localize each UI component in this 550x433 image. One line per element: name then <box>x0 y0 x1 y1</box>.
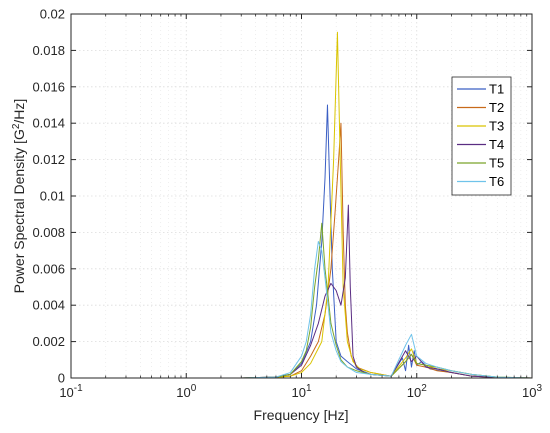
legend-label-t2: T2 <box>489 100 504 115</box>
x-tick-exponent: -1 <box>74 383 83 394</box>
series-line-t5 <box>241 222 533 379</box>
y-tick-label: 0 <box>58 371 65 386</box>
x-tick-exponent: 1 <box>306 383 312 394</box>
y-tick-label: 0.014 <box>32 116 65 131</box>
x-tick-exponent: 0 <box>191 383 197 394</box>
x-tick-label: 101 <box>291 383 311 400</box>
y-tick-labels: 0 0.002 0.004 0.006 0.008 0.01 0.012 0.014 0.016… <box>32 7 65 386</box>
y-tick-label: 0.008 <box>32 225 65 240</box>
y-tick-label: 0.004 <box>32 298 65 313</box>
y-tick-label: 0.018 <box>32 43 65 58</box>
y-axis-label-sup: 2 <box>11 123 22 129</box>
x-tick-label: 103 <box>522 383 542 400</box>
y-tick-label: 0.002 <box>32 334 65 349</box>
x-tick-base: 10 <box>407 385 421 400</box>
legend-label-t4: T4 <box>489 137 504 152</box>
series-line-t2 <box>241 122 533 379</box>
x-tick-label: 10-1 <box>59 383 83 400</box>
legend-label-t3: T3 <box>489 119 504 134</box>
y-axis-label-tail: /Hz] <box>11 99 27 124</box>
tick-marks <box>70 13 533 379</box>
legend-label-t1: T1 <box>489 82 504 97</box>
x-tick-base: 10 <box>291 385 305 400</box>
series-line-t4 <box>241 204 533 379</box>
x-tick-base: 10 <box>59 385 73 400</box>
legend: T1 T2 T3 T4 T5 T6 <box>451 76 512 196</box>
x-tick-exponent: 3 <box>536 383 542 394</box>
legend-box <box>451 76 512 196</box>
y-tick-label: 0.006 <box>32 261 65 276</box>
y-tick-label: 0.02 <box>40 7 65 22</box>
legend-label-t6: T6 <box>489 174 504 189</box>
x-tick-base: 10 <box>176 385 190 400</box>
x-tick-labels: 10-1 100 101 102 103 <box>59 383 542 400</box>
y-axis-label-main: Power Spectral Density [G <box>11 129 27 293</box>
x-tick-base: 10 <box>522 385 536 400</box>
y-tick-label: 0.016 <box>32 79 65 94</box>
x-tick-exponent: 2 <box>421 383 427 394</box>
x-tick-label: 100 <box>176 383 196 400</box>
x-axis-label: Frequency [Hz] <box>254 407 349 423</box>
series-lines <box>241 31 533 379</box>
series-line-t6 <box>241 241 533 379</box>
x-tick-label: 102 <box>407 383 427 400</box>
legend-label-t5: T5 <box>489 156 504 171</box>
y-tick-label: 0.01 <box>40 189 65 204</box>
y-axis-label: Power Spectral Density [G2/Hz] <box>11 99 27 294</box>
y-tick-label: 0.012 <box>32 152 65 167</box>
